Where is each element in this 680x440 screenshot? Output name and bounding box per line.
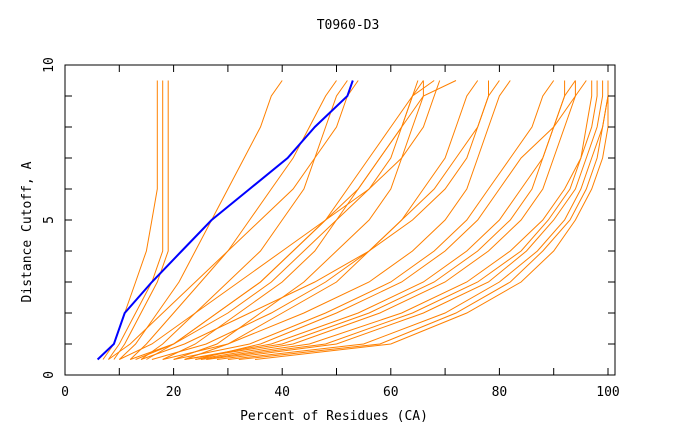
model-curve-10 xyxy=(173,80,555,360)
model-curve-4 xyxy=(129,80,337,360)
model-curve-22 xyxy=(119,80,441,360)
x-tick-label: 0 xyxy=(61,385,69,400)
x-tick-label: 100 xyxy=(596,385,619,400)
x-tick-label: 60 xyxy=(383,385,399,400)
x-tick-label: 20 xyxy=(166,385,182,400)
y-tick-label: 0 xyxy=(42,371,57,379)
model-curve-19 xyxy=(184,80,576,360)
axes xyxy=(64,64,616,376)
model-curve-11 xyxy=(184,80,566,360)
highlighted-model-curve xyxy=(96,80,354,361)
y-axis-label: Distance Cutoff, A xyxy=(20,161,35,302)
model-curve-15 xyxy=(227,80,609,360)
chart-title: T0960-D3 xyxy=(317,18,380,33)
series-layer xyxy=(96,80,609,361)
model-curve-2 xyxy=(113,80,169,360)
plot-border xyxy=(64,64,616,376)
model-curve-5 xyxy=(140,80,348,360)
model-curve-12 xyxy=(195,80,576,360)
y-tick-label: 10 xyxy=(42,57,57,73)
model-curve-23 xyxy=(140,80,489,360)
model-curve-14 xyxy=(216,80,604,360)
y-tick-label: 5 xyxy=(42,216,57,224)
model-curve-26 xyxy=(135,80,424,360)
model-curve-27 xyxy=(195,80,587,360)
model-curve-13 xyxy=(200,80,598,360)
x-axis-label: Percent of Residues (CA) xyxy=(240,409,428,424)
model-curve-18 xyxy=(254,80,609,360)
x-tick-label: 80 xyxy=(492,385,508,400)
model-curve-8 xyxy=(173,80,424,360)
model-curve-1 xyxy=(107,80,164,360)
model-curve-25 xyxy=(108,80,359,360)
model-curve-17 xyxy=(238,80,609,360)
model-curve-24 xyxy=(162,80,511,360)
model-curve-0 xyxy=(102,80,158,360)
x-tick-label: 40 xyxy=(274,385,290,400)
model-curve-3 xyxy=(118,80,283,360)
model-curve-16 xyxy=(206,80,593,360)
